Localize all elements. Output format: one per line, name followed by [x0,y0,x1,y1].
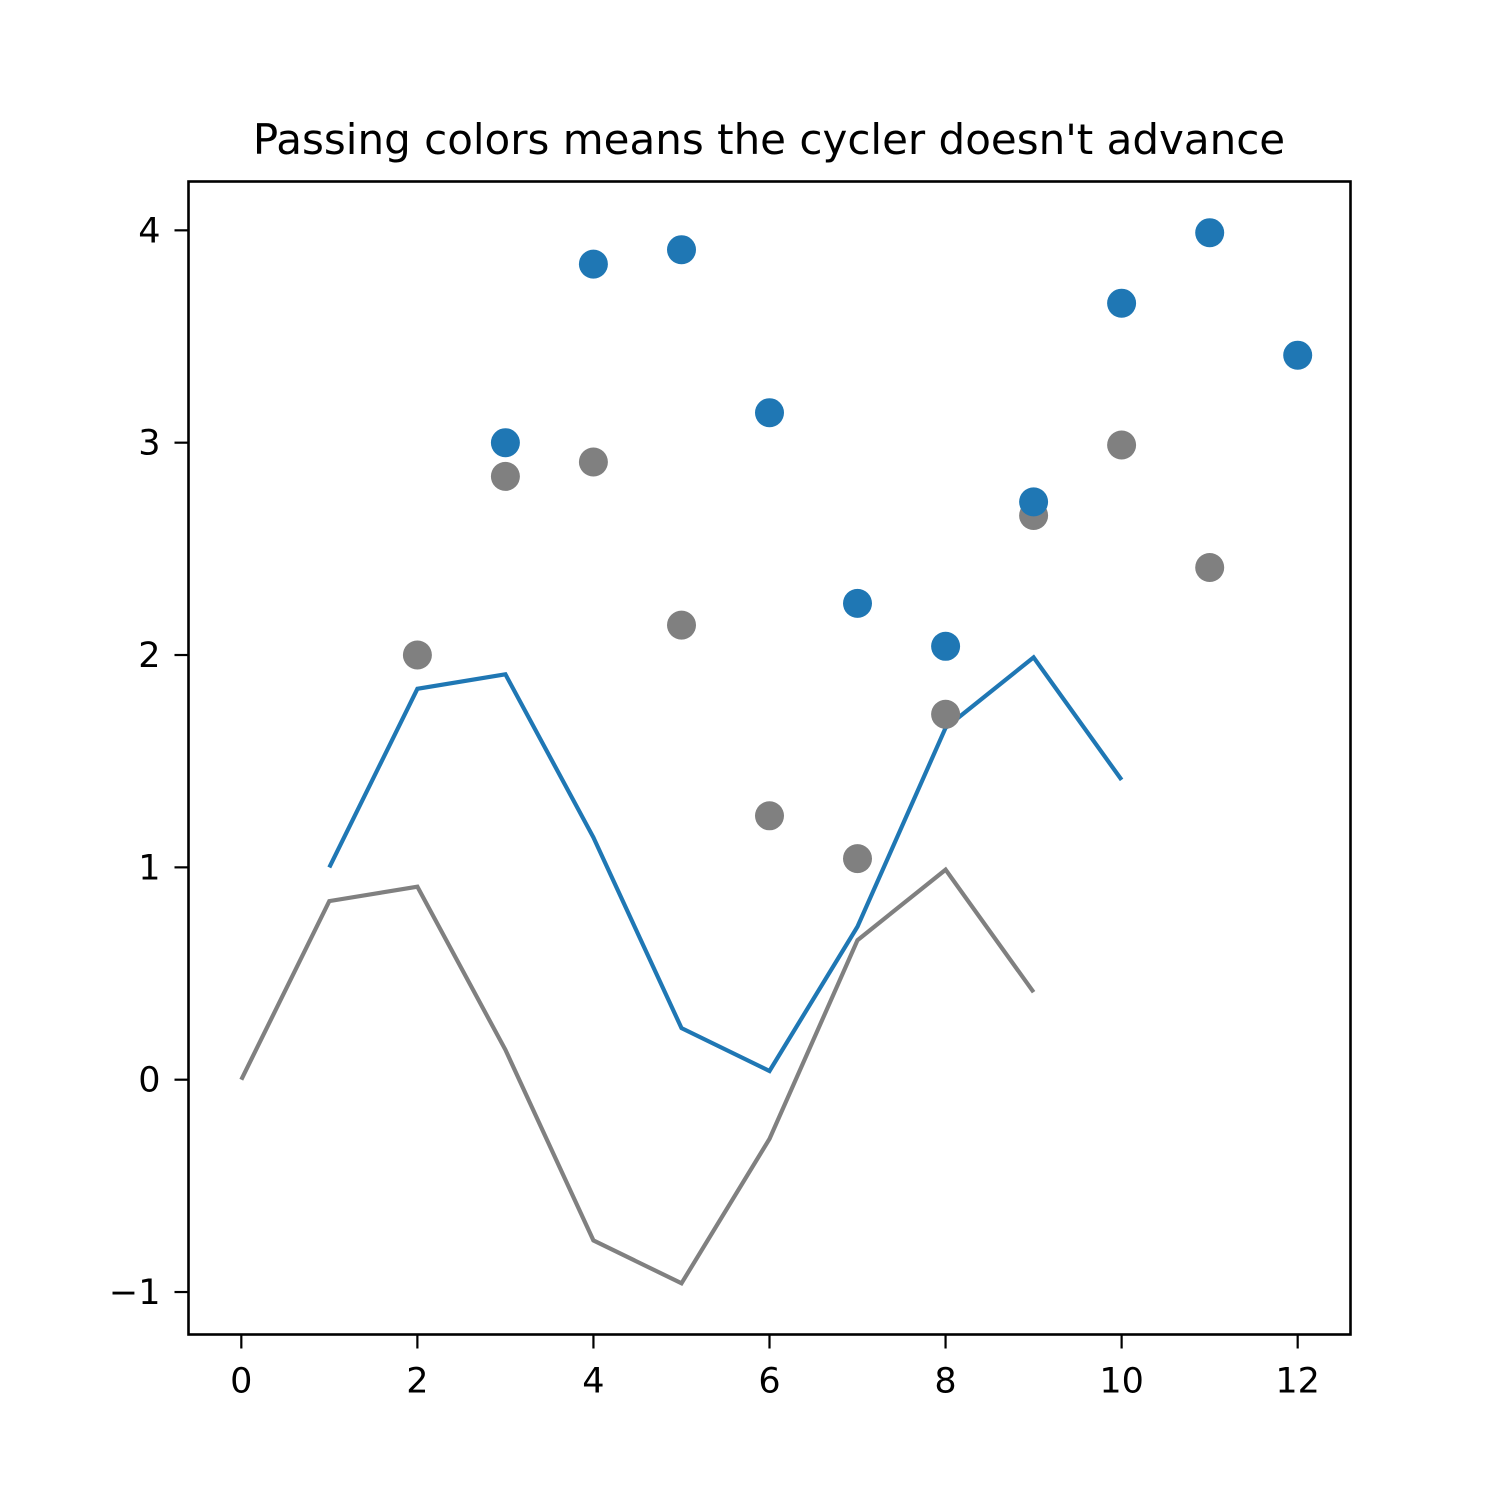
scatter-point [490,428,520,458]
x-tick-label: 0 [230,1362,252,1402]
scatter-gray-series [402,430,1225,874]
scatter-point [1107,288,1137,318]
y-tick-label: 4 [138,211,160,251]
scatter-point [1107,430,1137,460]
x-tick-label: 10 [1099,1362,1144,1402]
y-axis: −1 0 1 2 3 4 [109,211,189,1313]
scatter-point [402,640,432,670]
scatter-point [755,801,784,831]
line-gray-series [239,866,1036,1287]
y-tick-label: 2 [138,636,160,676]
scatter-point [490,461,520,491]
y-tick-label: 3 [138,424,160,464]
scatter-point [843,588,872,618]
x-tick-label: 4 [582,1362,604,1402]
scatter-point [1195,218,1225,248]
x-tick-label: 2 [406,1362,428,1402]
line-blue-series [327,654,1124,1074]
scatter-point [843,844,872,874]
y-tick-label: 0 [138,1061,160,1101]
scatter-point [755,398,784,428]
scatter-point [931,631,961,661]
y-tick-label: −1 [109,1273,161,1313]
scatter-point [931,699,961,729]
x-tick-label: 8 [934,1362,956,1402]
scatter-point [1195,553,1225,582]
scatter-point [1019,487,1049,517]
scatter-point [1283,340,1313,370]
scatter-point [578,249,608,279]
x-tick-label: 12 [1275,1362,1320,1402]
x-tick-label: 6 [758,1362,780,1402]
scatter-point [667,235,696,265]
x-axis: 0 2 4 6 8 10 12 [230,1334,1320,1402]
axes-frame [187,180,1352,1336]
scatter-blue-series [490,218,1313,661]
scatter-point [667,610,696,640]
series-layer [239,218,1313,1287]
scatter-point [578,447,608,477]
y-tick-label: 1 [138,848,160,888]
chart-title: Passing colors means the cycler doesn't … [253,115,1285,164]
